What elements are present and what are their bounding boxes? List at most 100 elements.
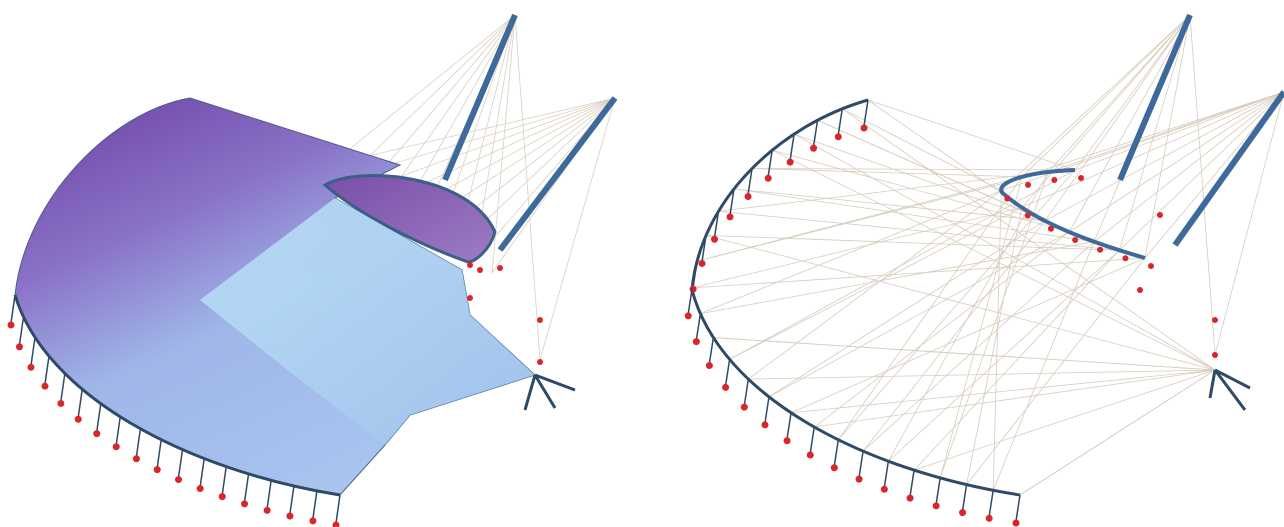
- anchor: [880, 485, 888, 493]
- anchor: [1004, 195, 1011, 202]
- strut: [767, 150, 773, 177]
- anchor: [263, 506, 271, 514]
- cable: [992, 241, 1095, 491]
- anchor: [698, 259, 706, 267]
- cable: [862, 220, 1046, 452]
- anchor: [692, 338, 700, 346]
- anchor: [860, 124, 868, 132]
- strut: [724, 359, 731, 386]
- cable: [733, 188, 1095, 243]
- cable: [1021, 14, 1191, 178]
- cable: [1021, 14, 1191, 208]
- anchor: [467, 295, 473, 301]
- cable: [718, 171, 1049, 212]
- anchor: [855, 475, 863, 483]
- strut: [687, 287, 693, 315]
- strut: [988, 490, 994, 517]
- cable: [888, 249, 1120, 462]
- strut: [747, 168, 753, 195]
- strut: [708, 337, 715, 364]
- anchor: [309, 517, 317, 525]
- cable: [752, 168, 1023, 178]
- anchor: [830, 464, 838, 472]
- cable: [1189, 14, 1216, 356]
- strut: [77, 389, 83, 418]
- cable: [1001, 91, 1284, 192]
- anchor: [1157, 212, 1163, 218]
- anchor: [132, 455, 140, 463]
- strut: [335, 494, 341, 524]
- anchor: [783, 437, 791, 445]
- anchor: [1025, 181, 1032, 188]
- strut: [289, 485, 295, 515]
- cable: [365, 97, 616, 190]
- mast: [1117, 13, 1193, 182]
- cable: [814, 369, 1216, 428]
- anchor: [332, 521, 340, 527]
- cable: [793, 133, 1216, 371]
- strut: [266, 480, 272, 509]
- anchor: [27, 363, 35, 371]
- cable: [992, 190, 1002, 491]
- anchor: [74, 415, 82, 423]
- strut: [199, 458, 205, 487]
- strut: [837, 108, 843, 135]
- strut: [764, 396, 770, 423]
- cable: [700, 241, 1095, 315]
- strut: [786, 412, 792, 439]
- support: [523, 373, 576, 411]
- cable: [700, 190, 1002, 315]
- anchor: [1148, 263, 1154, 269]
- cable: [733, 188, 1045, 222]
- cable: [692, 257, 1146, 289]
- strut: [1015, 494, 1021, 522]
- cable: [867, 99, 1076, 171]
- mast: [497, 96, 618, 252]
- strut: [729, 188, 735, 216]
- cable: [347, 14, 516, 178]
- anchor: [764, 174, 772, 182]
- strut: [863, 99, 869, 127]
- strut: [935, 477, 941, 505]
- cable: [705, 235, 1216, 371]
- anchor: [1122, 255, 1129, 262]
- anchor: [689, 285, 697, 293]
- cable: [365, 14, 516, 190]
- anchor: [761, 421, 769, 429]
- cable: [491, 14, 516, 274]
- cable: [329, 14, 516, 166]
- cable: [842, 108, 1002, 192]
- anchor: [1212, 317, 1218, 323]
- strut: [96, 403, 102, 432]
- cable: [748, 369, 1216, 380]
- strut: [695, 313, 702, 340]
- cable: [1214, 91, 1284, 356]
- anchor: [810, 144, 818, 152]
- anchor: [537, 317, 543, 323]
- strut: [312, 490, 318, 519]
- strut: [701, 235, 707, 262]
- anchor: [112, 443, 120, 451]
- strut: [713, 211, 720, 238]
- strut: [221, 466, 227, 495]
- cable: [842, 108, 1216, 371]
- cable: [887, 171, 1049, 462]
- anchor: [196, 485, 204, 493]
- anchor: [7, 321, 15, 329]
- cable: [729, 207, 1022, 360]
- anchor: [241, 500, 249, 508]
- edge-cable: [690, 98, 1021, 497]
- anchor: [932, 502, 940, 510]
- cable: [939, 171, 1049, 479]
- cable: [1068, 14, 1191, 233]
- cable: [1074, 91, 1284, 171]
- membrane-lobe: [322, 174, 497, 264]
- anchor: [711, 235, 719, 243]
- anchor: [477, 267, 483, 273]
- strut: [812, 120, 819, 147]
- strut: [115, 416, 121, 445]
- cable: [697, 176, 1023, 262]
- anchor: [93, 430, 101, 438]
- cable: [913, 249, 1120, 471]
